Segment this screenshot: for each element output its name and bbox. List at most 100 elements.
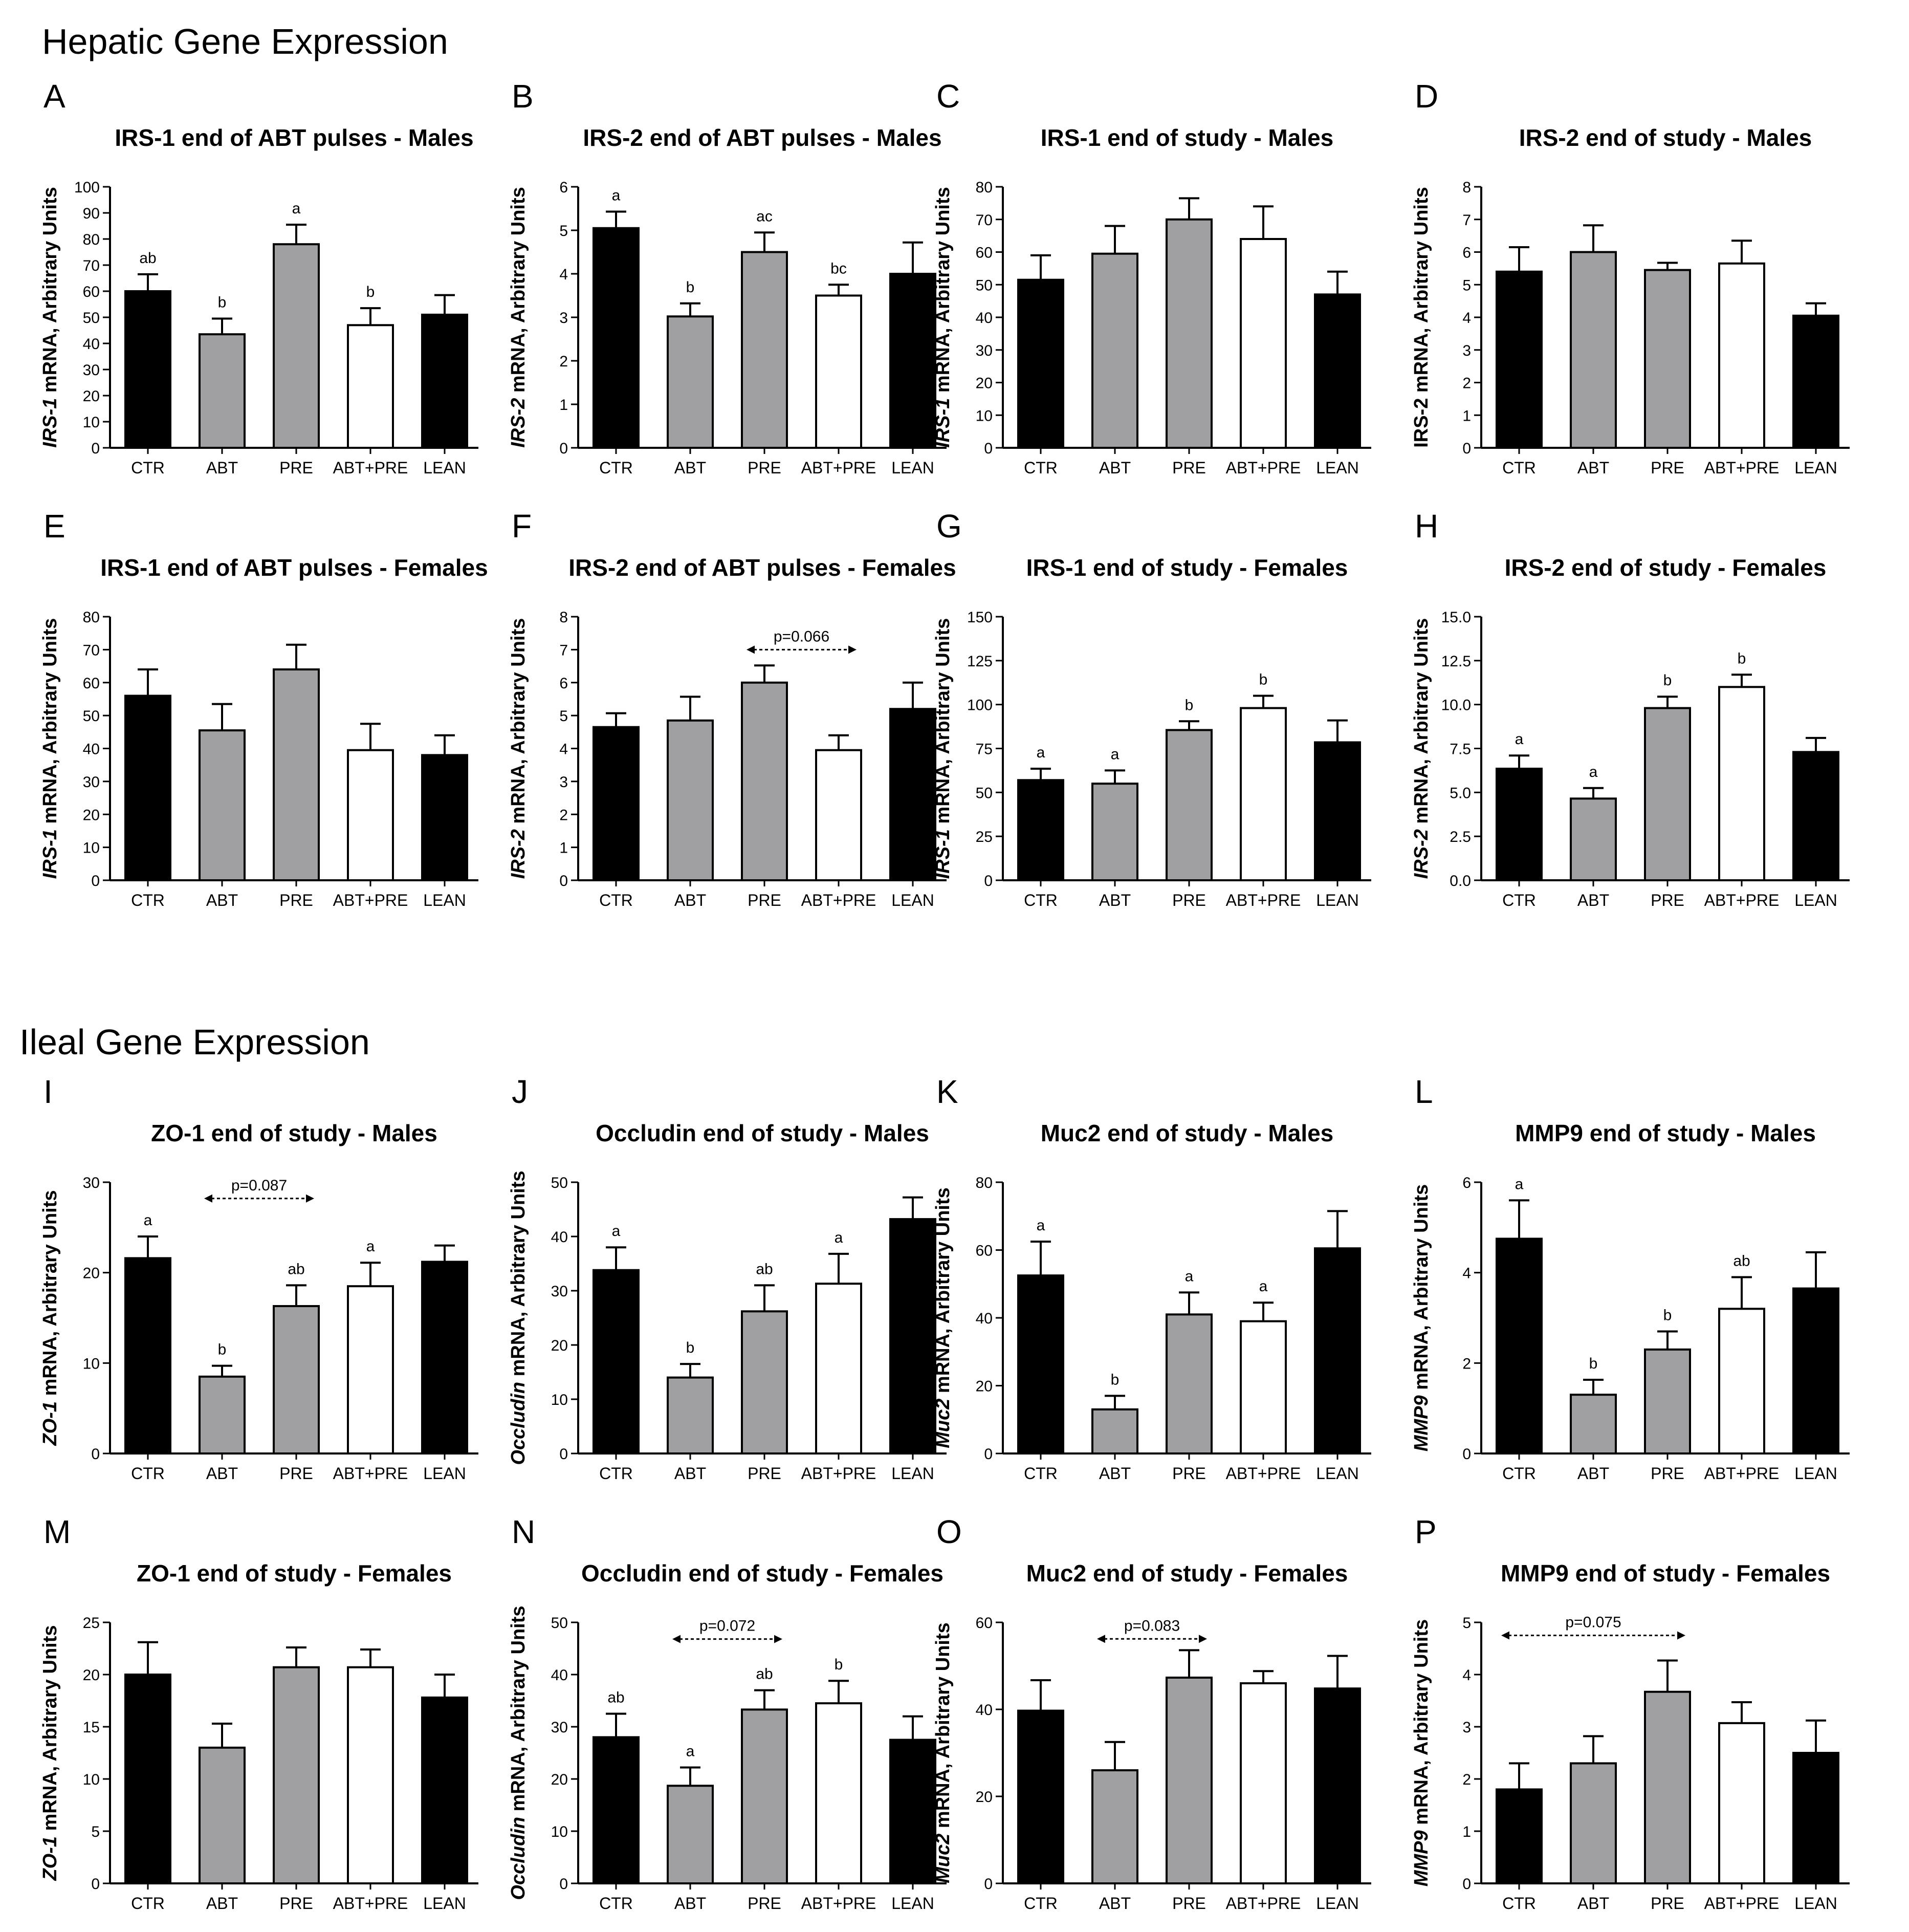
- bar-abt-pre: [815, 294, 862, 449]
- y-tick-label: 0: [91, 1876, 100, 1893]
- panel-letter: M: [43, 1513, 71, 1550]
- y-axis-label: IRS-1 mRNA, Arbitrary Units: [39, 187, 61, 448]
- y-tick-label: 4: [1462, 1667, 1471, 1684]
- y-axis-label-gene: Muc2: [932, 1834, 954, 1883]
- panel-letter: K: [936, 1073, 958, 1110]
- y-axis-label-unit: mRNA, Arbitrary Units: [1411, 618, 1432, 829]
- y-axis-label: IRS-2 mRNA, Arbitrary Units: [1411, 618, 1432, 879]
- y-tick-label: 1: [1462, 1824, 1471, 1840]
- significance-letter: ac: [756, 208, 773, 225]
- significance-letter: a: [686, 1743, 695, 1760]
- y-axis-label-unit: mRNA, Arbitrary Units: [508, 1605, 529, 1816]
- y-axis-label-gene: MMP9: [1411, 1395, 1432, 1451]
- y-axis-label-gene: IRS-1: [39, 398, 61, 448]
- y-axis-label: IRS-2 mRNA, Arbitrary Units: [1411, 187, 1432, 448]
- bar-pre: [1166, 218, 1213, 449]
- panel-letter: C: [936, 78, 960, 115]
- bar-abt-pre: [1240, 707, 1287, 881]
- significance-letter: a: [612, 187, 621, 204]
- significance-letter: b: [686, 279, 695, 296]
- x-tick-label: LEAN: [1794, 459, 1837, 477]
- y-tick-label: 0: [559, 873, 568, 889]
- x-tick-label: LEAN: [1794, 1464, 1837, 1483]
- bar-abt-pre: [815, 1283, 862, 1455]
- x-tick-label: CTR: [599, 891, 633, 909]
- x-tick-label: PRE: [1651, 891, 1684, 909]
- y-tick-label: 0: [1462, 1446, 1471, 1463]
- y-axis-label: MMP9 mRNA, Arbitrary Units: [1411, 1184, 1432, 1451]
- y-tick-label: 10.0: [1441, 697, 1471, 714]
- bar-pre: [741, 681, 788, 881]
- x-tick-label: PRE: [279, 1464, 313, 1483]
- y-tick-label: 90: [83, 205, 100, 222]
- y-tick-label: 40: [551, 1667, 568, 1684]
- bar-abt-pre: [1718, 686, 1765, 882]
- significance-letter: ab: [756, 1261, 773, 1277]
- bar-abt-pre: [1240, 1682, 1287, 1884]
- y-tick-label: 4: [1462, 1265, 1471, 1282]
- y-tick-label: 2.5: [1450, 829, 1471, 845]
- y-tick-label: 80: [976, 1175, 993, 1191]
- bar-abt-pre: [815, 1702, 862, 1885]
- y-axis-label-gene: IRS-2: [508, 829, 529, 879]
- y-tick-label: 5: [559, 223, 568, 240]
- y-tick-label: 0: [984, 1446, 993, 1463]
- x-tick-label: PRE: [1172, 891, 1206, 909]
- x-tick-label: LEAN: [891, 459, 934, 477]
- bar-lean: [1314, 1687, 1361, 1884]
- x-tick-label: CTR: [131, 459, 165, 477]
- y-tick-label: 0: [559, 1876, 568, 1893]
- y-axis-label-gene: IRS-2: [1411, 398, 1432, 448]
- significance-letter: a: [1259, 1278, 1268, 1295]
- p-value-arrow-head: [1501, 1631, 1509, 1640]
- y-tick-label: 10: [83, 1355, 100, 1372]
- bar-lean: [421, 754, 468, 881]
- x-tick-label: ABT+PRE: [1226, 459, 1301, 477]
- x-tick-label: PRE: [279, 891, 313, 909]
- y-tick-label: 6: [559, 675, 568, 692]
- x-tick-label: CTR: [1502, 1894, 1536, 1913]
- y-axis-label-gene: ZO-1: [39, 1836, 61, 1881]
- significance-letter: a: [144, 1212, 152, 1229]
- bar-ctr: [593, 227, 640, 449]
- y-axis-label: ZO-1 mRNA, Arbitrary Units: [39, 1625, 61, 1881]
- x-tick-label: ABT+PRE: [333, 1464, 408, 1483]
- y-tick-label: 20: [83, 807, 100, 823]
- x-tick-label: CTR: [1024, 459, 1058, 477]
- x-tick-label: ABT: [1577, 891, 1609, 909]
- significance-letter: b: [1185, 697, 1194, 713]
- y-axis-label-unit: mRNA, Arbitrary Units: [1411, 187, 1432, 398]
- significance-letter: a: [1111, 746, 1120, 763]
- significance-letter: ab: [756, 1666, 773, 1683]
- bar-lean: [1314, 741, 1361, 881]
- panel-title: Muc2 end of study - Females: [1026, 1560, 1348, 1587]
- y-tick-label: 2: [1462, 375, 1471, 392]
- bar-pre: [273, 243, 320, 449]
- y-tick-label: 20: [976, 1378, 993, 1395]
- x-tick-label: PRE: [748, 1894, 781, 1913]
- y-axis-label: IRS-1 mRNA, Arbitrary Units: [932, 187, 954, 448]
- x-tick-label: ABT+PRE: [1226, 1894, 1301, 1913]
- y-tick-label: 4: [1462, 310, 1471, 327]
- y-axis-label-gene: Occludin: [508, 1382, 529, 1465]
- y-tick-label: 60: [976, 1615, 993, 1632]
- x-tick-label: PRE: [1172, 459, 1206, 477]
- x-tick-label: ABT+PRE: [1704, 459, 1780, 477]
- x-tick-label: LEAN: [1316, 459, 1359, 477]
- y-tick-label: 15: [83, 1719, 100, 1736]
- x-tick-label: ABT: [1099, 1894, 1131, 1913]
- x-tick-label: LEAN: [1316, 1894, 1359, 1913]
- x-tick-label: PRE: [1651, 1464, 1684, 1483]
- bar-ctr: [1017, 1709, 1064, 1885]
- y-axis-label-unit: mRNA, Arbitrary Units: [39, 187, 61, 398]
- y-tick-label: 8: [1462, 179, 1471, 196]
- y-tick-label: 4: [559, 741, 568, 758]
- x-tick-label: ABT+PRE: [1226, 891, 1301, 909]
- y-tick-label: 30: [551, 1719, 568, 1736]
- bar-abt-pre: [347, 324, 394, 449]
- bar-lean: [1314, 1247, 1361, 1455]
- y-tick-label: 0: [91, 873, 100, 889]
- x-tick-label: CTR: [131, 1464, 165, 1483]
- y-axis-label-unit: mRNA, Arbitrary Units: [508, 618, 529, 829]
- y-axis-label-unit: mRNA, Arbitrary Units: [932, 1187, 954, 1398]
